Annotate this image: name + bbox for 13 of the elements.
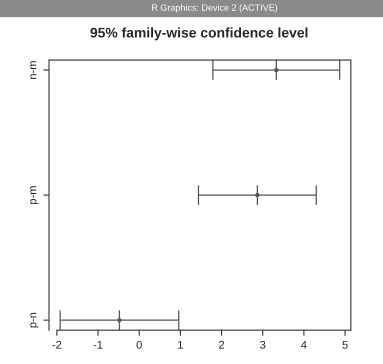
text: R Graphics: Device 2 (ACTIVE) (152, 4, 278, 13)
x-tick-label: 5 (342, 340, 348, 349)
y-tick-label: n-m (30, 61, 36, 79)
x-tick-label: 1 (178, 340, 183, 349)
y-tick-label: p-m (30, 186, 39, 204)
x-tick-label: 0 (136, 340, 142, 349)
x-tick-label: -2 (52, 340, 62, 349)
y-tick-label: p-n (30, 312, 39, 328)
x-tick-label: -1 (94, 340, 102, 349)
x-tick-label: 4 (301, 340, 307, 349)
x-tick-label: 3 (260, 340, 266, 349)
x-tick-label: 2 (219, 340, 224, 349)
chart-title: 95% family-wise confidence level (90, 27, 308, 40)
